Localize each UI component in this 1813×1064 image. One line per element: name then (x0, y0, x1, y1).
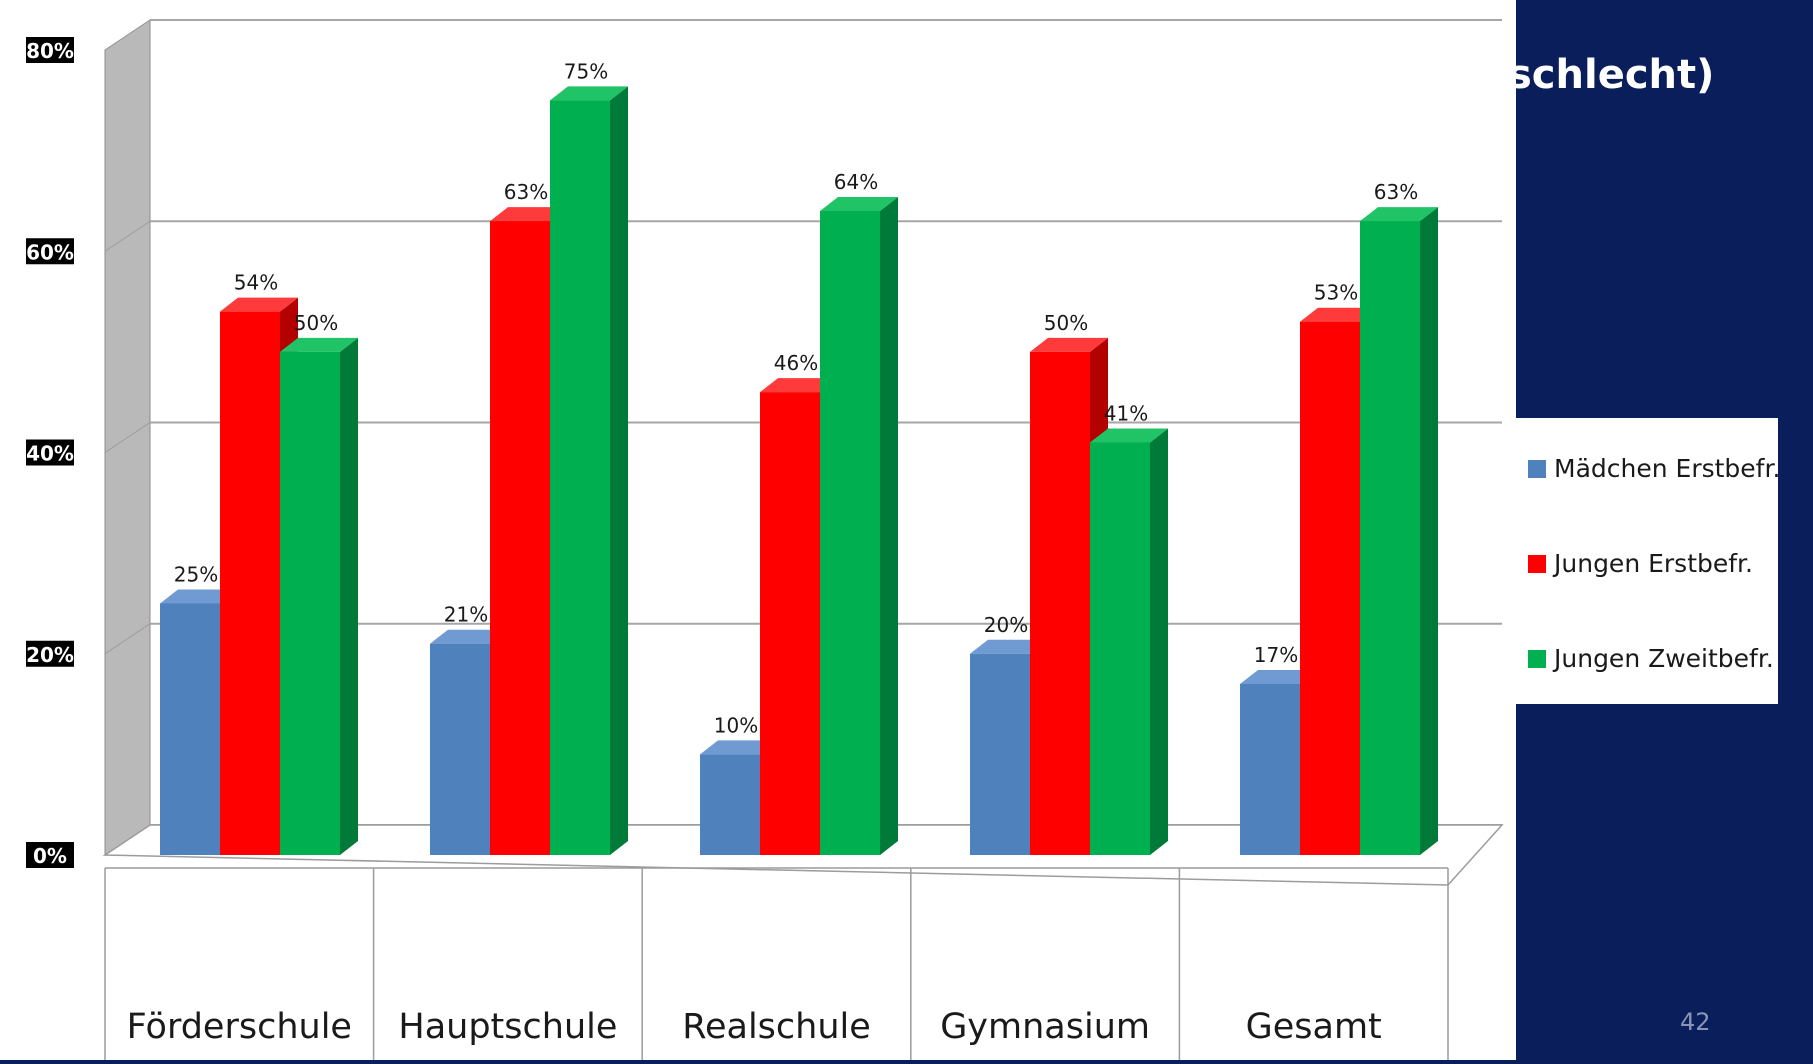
data-label: 25% (174, 562, 218, 586)
bar-front (700, 754, 760, 855)
bar-top (1300, 307, 1378, 322)
legend: Mädchen Erstbefr. Jungen Erstbefr. Jungen … (1516, 418, 1780, 704)
legend-swatch (1528, 555, 1546, 573)
bar-front (550, 100, 610, 855)
y-tick-label: 0% (33, 844, 67, 868)
data-label: 41% (1104, 401, 1148, 425)
gridline-diagonal (104, 19, 151, 51)
bar-top (1090, 428, 1168, 443)
bar-front (220, 311, 280, 855)
bar-top (220, 297, 298, 312)
legend-item: Jungen Erstbefr. (1528, 549, 1753, 578)
bar-front (1030, 351, 1090, 855)
bar-top (820, 197, 898, 211)
plot-area: Förderschule Hauptschule Realschule Gymnasi… (0, 0, 1516, 1060)
bar-side (340, 337, 358, 855)
y-tick-label: 40% (26, 442, 74, 466)
bar-front (1300, 321, 1360, 855)
bar-front (820, 211, 880, 855)
data-label: 10% (714, 713, 758, 737)
category-label: Gesamt (1246, 1007, 1382, 1047)
y-tick: 80% (26, 37, 74, 63)
bar-top (760, 378, 838, 393)
data-label: 20% (984, 613, 1028, 637)
category-label: Hauptschule (398, 1007, 617, 1047)
bar-top (700, 740, 778, 755)
legend-label: Jungen Zweitbefr. (1552, 644, 1774, 673)
bar-side (880, 197, 898, 855)
y-tick-box (26, 439, 74, 466)
slide-title-fragment: schlecht) (1508, 52, 1714, 98)
bar-front (430, 643, 490, 855)
category-label: Gymnasium (940, 1007, 1150, 1047)
gridline-diagonal (104, 220, 151, 252)
legend-label: Jungen Erstbefr. (1552, 549, 1753, 578)
bar-side (1150, 428, 1168, 855)
y-tick-label: 60% (26, 240, 74, 264)
bar: 41% (1090, 401, 1168, 855)
bar-top (1240, 669, 1318, 684)
bar-top (1030, 337, 1108, 352)
bar: 64% (820, 170, 898, 855)
bar-front (280, 351, 340, 855)
data-label: 17% (1254, 643, 1298, 667)
category-label: Realschule (682, 1007, 871, 1047)
bar-front (1090, 442, 1150, 855)
y-tick: 40% (26, 439, 74, 466)
data-label: 75% (564, 59, 608, 83)
bar-top (160, 589, 238, 604)
data-label: 54% (234, 271, 278, 295)
y-tick-box (26, 238, 74, 265)
category-label: Förderschule (127, 1007, 352, 1047)
data-label: 46% (774, 351, 818, 375)
legend-box (1516, 418, 1778, 704)
bar: 50% (280, 311, 358, 855)
bar-front (490, 221, 550, 855)
bar-side (610, 86, 628, 855)
data-label: 21% (444, 603, 488, 627)
legend-swatch (1528, 460, 1546, 478)
gridline-diagonal (104, 422, 151, 453)
gridline-diagonal (104, 623, 151, 655)
legend-swatch (1528, 650, 1546, 668)
bar-front (1360, 221, 1420, 855)
data-label: 63% (504, 180, 548, 204)
legend-label: Mädchen Erstbefr. (1554, 454, 1780, 483)
data-label: 63% (1374, 180, 1418, 204)
bar: 63% (1360, 180, 1438, 855)
y-tick-label: 80% (26, 39, 74, 63)
bar-front (760, 392, 820, 855)
bar-front (1240, 683, 1300, 855)
y-tick: 60% (26, 238, 74, 265)
y-tick-label: 20% (26, 643, 74, 667)
legend-item: Jungen Zweitbefr. (1528, 644, 1774, 673)
y-tick: 0% (26, 842, 74, 868)
bar-front (160, 603, 220, 855)
bar-top (550, 86, 628, 101)
y-tick-box (26, 842, 74, 868)
data-label: 50% (1044, 311, 1088, 335)
bar-side (1420, 207, 1438, 855)
bar-top (1360, 207, 1438, 222)
bar-front (970, 653, 1030, 855)
bar: 75% (550, 59, 628, 855)
data-label: 64% (834, 170, 878, 194)
legend-item: Mädchen Erstbefr. (1528, 454, 1780, 483)
bar-top (490, 207, 568, 222)
page-number: 42 (1680, 1008, 1711, 1036)
bar-top (970, 639, 1048, 654)
bar-top (280, 337, 358, 352)
data-label: 53% (1314, 281, 1358, 305)
y-tick: 20% (26, 640, 74, 667)
y-tick-box (26, 640, 74, 667)
bar-top (430, 629, 508, 644)
data-label: 50% (294, 311, 338, 335)
y-tick-box (26, 37, 74, 63)
